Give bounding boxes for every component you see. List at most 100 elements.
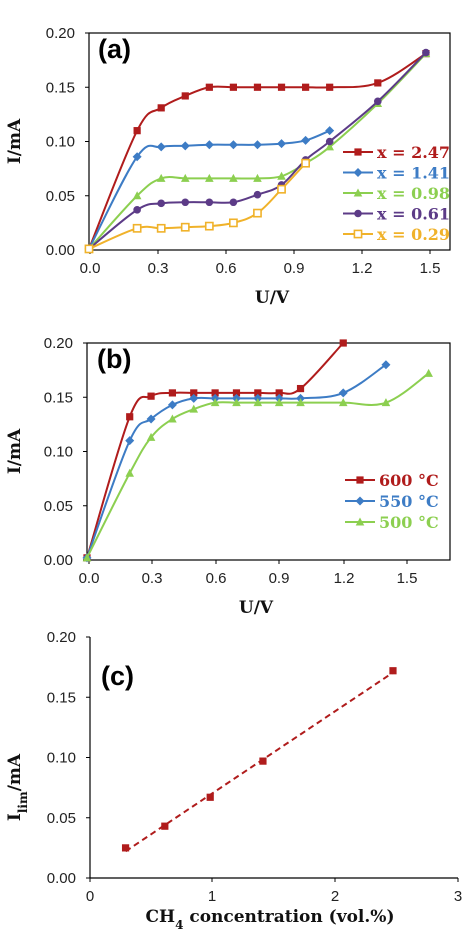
y-tick-label: 0.20: [47, 629, 76, 646]
series-line: [86, 342, 344, 559]
data-point: [121, 844, 130, 852]
data-point: [82, 553, 92, 562]
y-tick-label: 0.15: [44, 389, 73, 406]
x-tick-label: 1.2: [334, 570, 355, 587]
legend-item: 500 °C: [345, 513, 439, 532]
data-point: [338, 388, 348, 398]
y-axis-label: Ilim/mA: [5, 753, 30, 821]
data-point: [232, 389, 241, 397]
series-0: [121, 667, 397, 853]
data-point: [389, 667, 397, 675]
data-point: [125, 436, 135, 446]
data-point: [254, 389, 262, 397]
data-point: [274, 398, 284, 407]
data-point: [181, 92, 189, 100]
data-point: [374, 79, 382, 87]
legend-marker: [353, 229, 363, 239]
data-point: [277, 83, 286, 91]
data-point: [277, 184, 286, 194]
data-point: [210, 398, 220, 407]
legend-label: x = 0.98: [377, 184, 450, 203]
data-point: [381, 360, 391, 370]
data-point: [146, 432, 156, 441]
data-point: [229, 218, 238, 228]
legend-label: 550 °C: [379, 492, 439, 511]
x-tick-label: 0.0: [80, 260, 101, 277]
series-x-0-61: [85, 48, 430, 253]
data-point: [422, 48, 430, 57]
legend-item: x = 0.29: [343, 225, 450, 244]
data-point: [229, 173, 238, 182]
data-point: [180, 173, 190, 182]
x-tick-label: 0.3: [142, 570, 163, 587]
y-tick-label: 0.05: [47, 810, 76, 827]
x-tick-label: 0.6: [216, 260, 237, 277]
y-tick-label: 0.05: [44, 498, 73, 515]
data-point: [253, 173, 262, 182]
series-line: [88, 129, 331, 250]
data-point: [156, 173, 166, 182]
data-point: [381, 398, 391, 407]
panel-label: (a): [98, 34, 131, 64]
data-point: [253, 190, 262, 199]
chart-panel-a: 0.00 0.05 0.10 0.15 0.20 0.0 0.3 0.6 0.9 1.2 1.5 U/…: [5, 25, 451, 308]
data-point: [275, 389, 283, 397]
data-point: [205, 173, 214, 182]
data-point: [146, 414, 156, 424]
data-point: [253, 83, 262, 91]
legend-item: 550 °C: [345, 492, 439, 511]
data-point: [133, 127, 141, 135]
data-point: [132, 152, 142, 162]
data-point: [204, 221, 214, 231]
data-point: [277, 139, 287, 149]
y-tick-label: 0.00: [47, 870, 76, 887]
data-point: [125, 468, 135, 477]
legend-label: 600 °C: [379, 471, 439, 490]
legend-marker: [355, 496, 365, 506]
x-tick-label: 0.6: [206, 570, 227, 587]
data-point: [181, 198, 190, 207]
data-point: [189, 393, 199, 403]
chart-panel-b: 0.00 0.05 0.10 0.15 0.20 0.0 0.3 0.6 0.9 1.2 1.5 U/…: [5, 335, 451, 618]
data-point: [338, 398, 348, 407]
legend-item: x = 0.61: [343, 205, 450, 224]
y-axis-label: I/mA: [5, 118, 25, 164]
x-tick-label: 1.5: [420, 260, 441, 277]
legend-marker: [354, 209, 362, 218]
data-point: [157, 104, 165, 112]
data-point: [132, 223, 142, 233]
panel-label: (c): [101, 661, 134, 691]
legend-marker: [355, 517, 365, 526]
data-point: [302, 83, 310, 91]
data-point: [228, 140, 238, 150]
x-axis-label: U/V: [255, 288, 290, 308]
legend-label: x = 1.41: [377, 164, 450, 183]
data-point: [232, 398, 241, 407]
data-point: [211, 389, 219, 397]
y-tick-label: 0.05: [46, 188, 75, 205]
panel-label: (b): [97, 344, 131, 374]
data-point: [190, 389, 198, 397]
legend-label: x = 2.47: [377, 143, 450, 162]
y-axis-label: I/mA: [5, 428, 25, 474]
data-point: [157, 199, 165, 208]
legend-marker: [353, 188, 363, 197]
x-tick-label: 1.5: [397, 570, 418, 587]
data-point: [259, 757, 267, 765]
y-tick-label: 0.00: [46, 242, 75, 259]
legend-item: 600 °C: [345, 471, 439, 490]
legend-item: x = 0.98: [343, 184, 450, 203]
y-tick-label: 0.10: [46, 134, 75, 151]
data-point: [301, 135, 311, 145]
series-500-c: [82, 368, 433, 562]
legend-marker: [354, 148, 362, 156]
data-point: [204, 140, 214, 150]
data-point: [253, 398, 263, 407]
data-point: [206, 793, 214, 801]
data-point: [168, 389, 177, 397]
x-tick-label: 1: [208, 888, 216, 905]
legend-item: x = 1.41: [343, 164, 450, 183]
series-x-0-29: [84, 158, 310, 254]
series-line: [88, 162, 307, 250]
data-point: [277, 171, 286, 180]
